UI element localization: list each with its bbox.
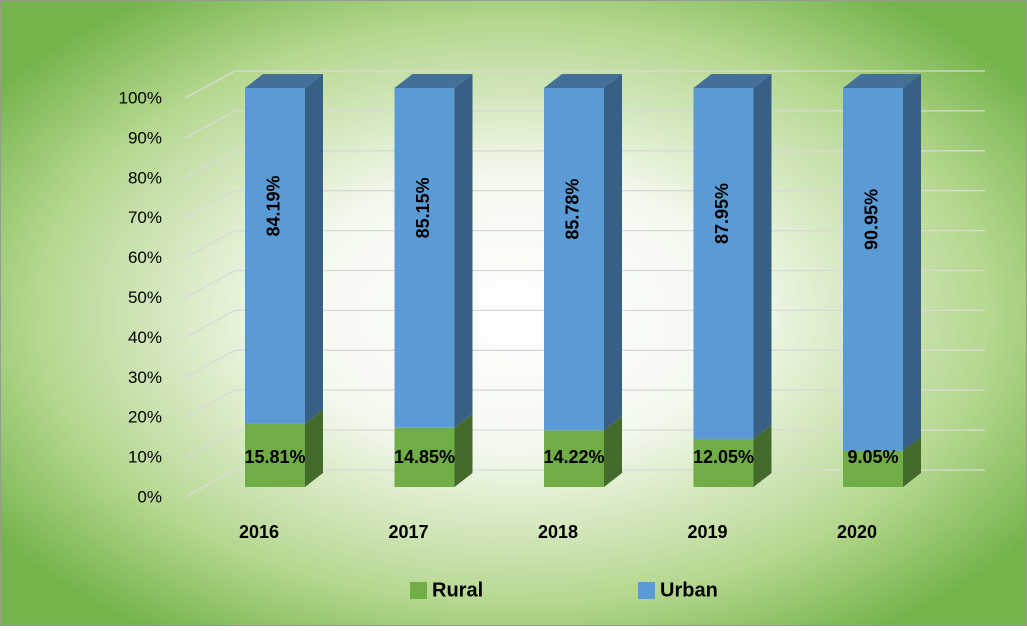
bar-segment <box>693 74 772 439</box>
bar-front <box>693 88 754 439</box>
bar-front <box>693 438 754 487</box>
data-label: 85.78% <box>563 179 583 240</box>
data-label: 90.95% <box>862 189 882 250</box>
bar-front <box>394 427 455 487</box>
legend-swatch <box>638 582 655 599</box>
y-tick-label: 50% <box>128 288 162 307</box>
bar-top <box>693 74 772 88</box>
data-label: 15.81% <box>244 447 305 467</box>
y-tick-label: 100% <box>119 88 162 107</box>
bar-segment <box>544 416 622 487</box>
bar-segment <box>693 424 772 487</box>
x-tick-label: 2017 <box>388 522 428 542</box>
bar-segment <box>394 74 473 428</box>
data-label: 84.19% <box>264 175 284 236</box>
bar-segment <box>245 409 323 487</box>
y-tick-label: 40% <box>128 328 162 347</box>
bar-segment <box>843 74 921 451</box>
y-tick-label: 60% <box>128 248 162 267</box>
bar-segment <box>245 74 323 424</box>
bar-side <box>903 436 921 487</box>
bar-segment <box>843 436 921 487</box>
legend-swatch <box>410 582 427 599</box>
legend-label: Urban <box>660 579 718 601</box>
bar-segment <box>394 413 473 487</box>
y-tick-label: 20% <box>128 408 162 427</box>
grid-line <box>184 70 985 99</box>
data-label: 14.85% <box>394 447 455 467</box>
data-label: 14.22% <box>543 447 604 467</box>
bar-top <box>544 74 622 88</box>
bar-side <box>454 74 473 428</box>
bar-side <box>753 74 772 439</box>
bar-front <box>394 88 455 428</box>
bar-segment <box>544 74 622 431</box>
bar-top <box>245 74 323 88</box>
data-label: 85.15% <box>413 177 433 238</box>
y-tick-label: 10% <box>128 448 162 467</box>
bar-side <box>305 409 323 487</box>
data-label: 12.05% <box>693 447 754 467</box>
y-tick-label: 80% <box>128 168 162 187</box>
y-tick-label: 30% <box>128 368 162 387</box>
legend-label: Rural <box>432 579 483 601</box>
bar-front <box>245 423 305 487</box>
bar-side <box>604 416 622 487</box>
bar-front <box>544 430 604 487</box>
x-tick-label: 2020 <box>837 522 877 542</box>
data-label: 9.05% <box>847 447 898 467</box>
y-tick-label: 90% <box>128 128 162 147</box>
bar-side <box>903 74 921 451</box>
bar-front <box>544 88 604 431</box>
y-tick-label: 0% <box>137 487 162 506</box>
y-tick-label: 70% <box>128 208 162 227</box>
x-tick-label: 2018 <box>538 522 578 542</box>
bar-front <box>843 450 903 487</box>
bar-side <box>305 74 323 424</box>
bar-side <box>753 424 772 487</box>
bar-top <box>843 74 921 88</box>
data-label: 87.95% <box>712 183 732 244</box>
bar-front <box>245 88 305 424</box>
x-tick-label: 2019 <box>687 522 727 542</box>
x-tick-label: 2016 <box>239 522 279 542</box>
bar-front <box>843 88 903 451</box>
bar-side <box>454 413 473 487</box>
bar-side <box>604 74 622 431</box>
bar-top <box>394 74 473 88</box>
